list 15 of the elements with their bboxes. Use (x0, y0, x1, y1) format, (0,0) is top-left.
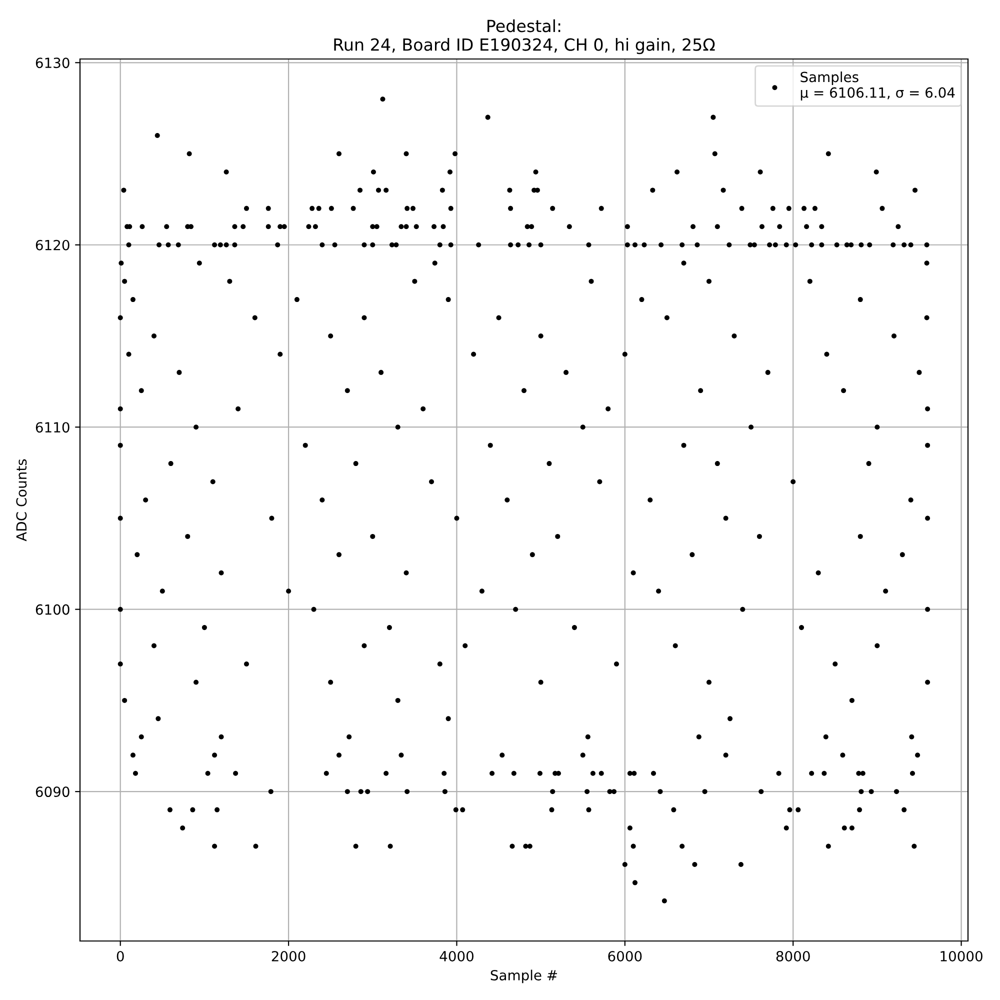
x-axis-title: Sample # (490, 970, 557, 984)
y-tick-label: 6120 (36, 240, 70, 250)
x-tick-label: 2000 (272, 950, 306, 962)
legend-label: Samples μ = 6106.11, σ = 6.04 (800, 72, 955, 100)
y-tick-label: 6130 (36, 58, 70, 68)
x-tick-label: 6000 (608, 950, 642, 962)
x-tick-label: 10000 (940, 950, 982, 962)
y-tick-label: 6090 (36, 786, 70, 798)
y-tick-label: 6100 (36, 604, 70, 615)
y-axis-title: ADC Counts (16, 459, 27, 542)
x-tick-label: 4000 (440, 950, 474, 962)
x-tick-label: 8000 (776, 950, 810, 962)
y-tick-label: 6110 (36, 422, 70, 433)
chart-title: Pedestal: Run 24, Board ID E190324, CH 0, hi gain, 25Ω (334, 19, 715, 54)
x-tick-label: 0 (116, 950, 124, 962)
